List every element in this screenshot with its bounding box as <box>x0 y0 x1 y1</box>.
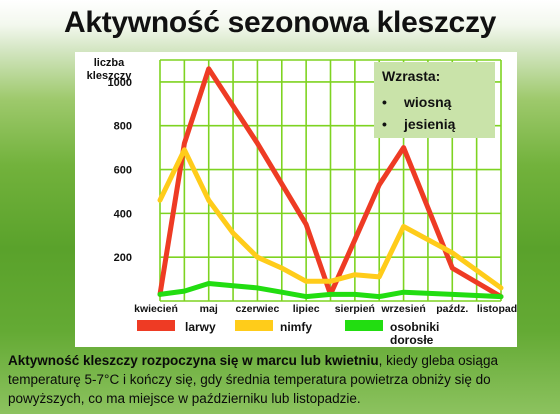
x-tick-label: paźdz. <box>436 303 468 315</box>
bullet-icon: • <box>382 94 387 110</box>
y-tick-label: 400 <box>114 208 132 220</box>
legend-label: osobniki <box>390 320 439 334</box>
note-heading: Wzrasta: <box>382 68 441 84</box>
x-tick-label: listopad <box>477 303 517 315</box>
legend-label: larwy <box>185 320 216 334</box>
x-tick-label: wrzesień <box>380 303 425 315</box>
y-axis-label: liczba <box>94 57 125 69</box>
legend-label: dorosłe <box>390 333 434 347</box>
note-item-label: wiosną <box>404 94 452 110</box>
legend-swatch <box>345 320 383 331</box>
legend-label: nimfy <box>280 320 312 334</box>
caption-rest: , kiedy gleba osiąga temperaturę 5-7°C i… <box>8 353 498 406</box>
y-tick-label: 600 <box>114 165 132 177</box>
note-box: Wzrasta: • wiosną • jesienią <box>374 62 495 138</box>
x-tick-label: maj <box>200 303 218 315</box>
note-item-label: jesienią <box>404 116 456 132</box>
x-tick-label: czerwiec <box>236 303 280 315</box>
series-line-2 <box>157 147 504 291</box>
x-tick-label: lipiec <box>293 303 320 315</box>
legend-swatch <box>137 320 175 331</box>
x-tick-label: sierpień <box>335 303 375 315</box>
note-item-spring: • wiosną <box>382 94 451 110</box>
y-tick-label: 200 <box>114 252 132 264</box>
y-tick-label: 800 <box>114 121 132 133</box>
y-axis-label: kleszczy <box>87 70 133 82</box>
page-title: Aktywność sezonowa kleszczy <box>63 6 497 39</box>
note-item-autumn: • jesienią <box>382 116 455 132</box>
y-tick-label: 1000 <box>108 77 132 89</box>
caption-bold: Aktywność kleszczy rozpoczyna się w marc… <box>8 353 379 368</box>
bullet-icon: • <box>382 116 387 132</box>
caption: Aktywność kleszczy rozpoczyna się w marc… <box>8 351 556 408</box>
x-tick-label: kwiecień <box>134 303 178 315</box>
legend-swatch <box>235 320 273 331</box>
series-line-3 <box>157 281 504 300</box>
